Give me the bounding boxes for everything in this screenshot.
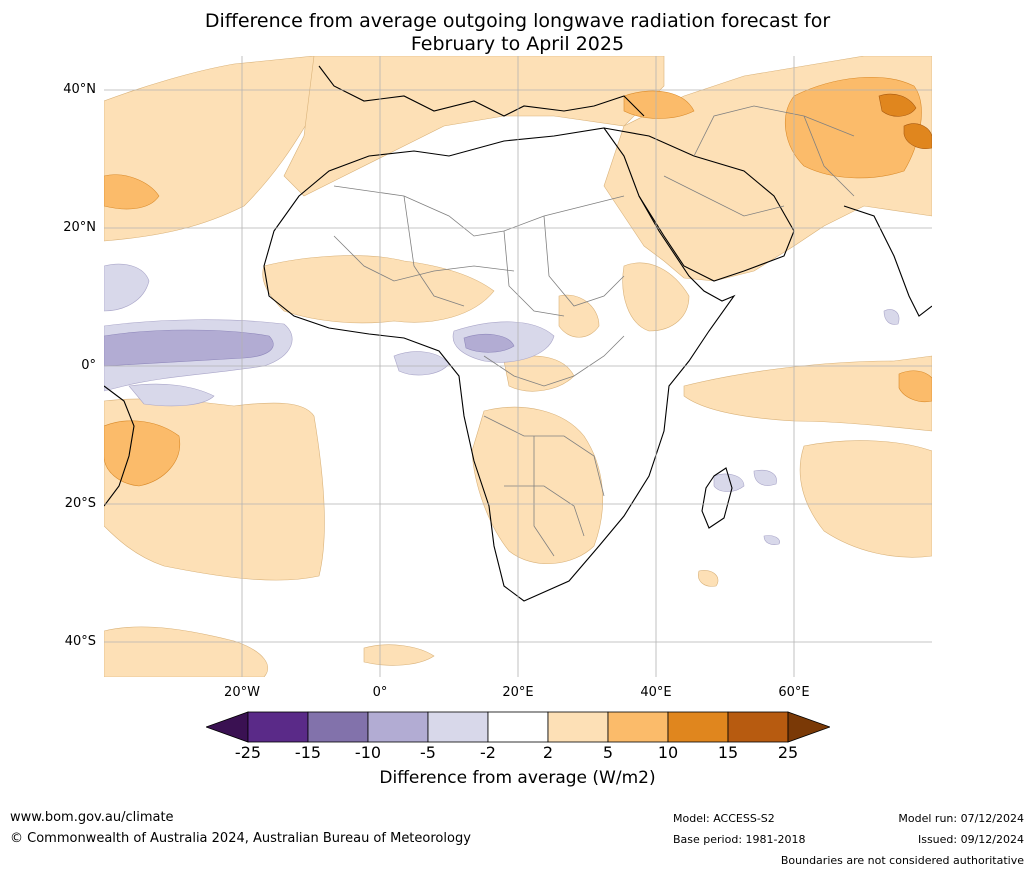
chart-title: Difference from average outgoing longwav…	[0, 10, 1035, 56]
lon-label-40e: 40°E	[640, 685, 672, 700]
colorbar-tick-label: 15	[717, 743, 739, 762]
lon-label-20e: 20°E	[502, 685, 534, 700]
colorbar-extend-high	[787, 711, 832, 743]
country-borders	[333, 105, 855, 557]
colorbar-tick-label: -25	[234, 743, 262, 762]
colorbar-segment	[247, 711, 309, 743]
lat-label-20n: 20°N	[63, 220, 96, 235]
footer-website[interactable]: www.bom.gov.au/climate	[10, 810, 174, 825]
positive-anomaly-medium	[104, 77, 932, 487]
lat-label-40s: 40°S	[64, 634, 96, 649]
colorbar-tick-label: 5	[602, 743, 614, 762]
colorbar-tick-label: 2	[542, 743, 554, 762]
positive-anomaly-strong	[878, 93, 932, 149]
colorbar-tick-label: -10	[354, 743, 382, 762]
map-panel	[104, 56, 932, 677]
colorbar-tick-label: 25	[777, 743, 799, 762]
footer-model: Model: ACCESS-S2	[673, 812, 775, 825]
lat-label-0: 0°	[81, 358, 96, 373]
colorbar-segment	[487, 711, 549, 743]
lat-label-20s: 20°S	[64, 496, 96, 511]
colorbar-segment	[607, 711, 669, 743]
colorbar-segment	[667, 711, 729, 743]
colorbar-tick-label: -5	[420, 743, 436, 762]
colorbar-segment	[367, 711, 429, 743]
lon-label-60e: 60°E	[778, 685, 810, 700]
title-line-1: Difference from average outgoing longwav…	[204, 10, 831, 32]
colorbar	[204, 711, 832, 747]
colorbar-extend-low	[204, 711, 249, 743]
lon-label-0: 0°	[372, 685, 388, 700]
negative-anomaly-medium	[104, 329, 515, 367]
lat-label-40n: 40°N	[63, 82, 96, 97]
footer-base-period: Base period: 1981-2018	[673, 833, 806, 846]
footer-disclaimer: Boundaries are not considered authoritat…	[780, 854, 1024, 867]
map-svg	[104, 56, 932, 677]
colorbar-segment	[427, 711, 489, 743]
colorbar-tick-label: -15	[294, 743, 322, 762]
colorbar-segment	[727, 711, 789, 743]
lon-label-20w: 20°W	[224, 685, 260, 700]
graticule	[104, 56, 932, 677]
footer-model-run: Model run: 07/12/2024	[898, 812, 1024, 825]
title-line-2: February to April 2025	[410, 33, 625, 55]
footer-issued: Issued: 09/12/2024	[917, 833, 1024, 846]
colorbar-label: Difference from average (W/m2)	[379, 768, 656, 788]
colorbar-segment	[547, 711, 609, 743]
colorbar-segment	[307, 711, 369, 743]
colorbar-tick-label: 10	[657, 743, 679, 762]
footer-copyright: © Commonwealth of Australia 2024, Austra…	[10, 831, 471, 846]
coastlines	[104, 65, 932, 602]
colorbar-svg	[204, 711, 832, 743]
colorbar-tick-label: -2	[480, 743, 496, 762]
